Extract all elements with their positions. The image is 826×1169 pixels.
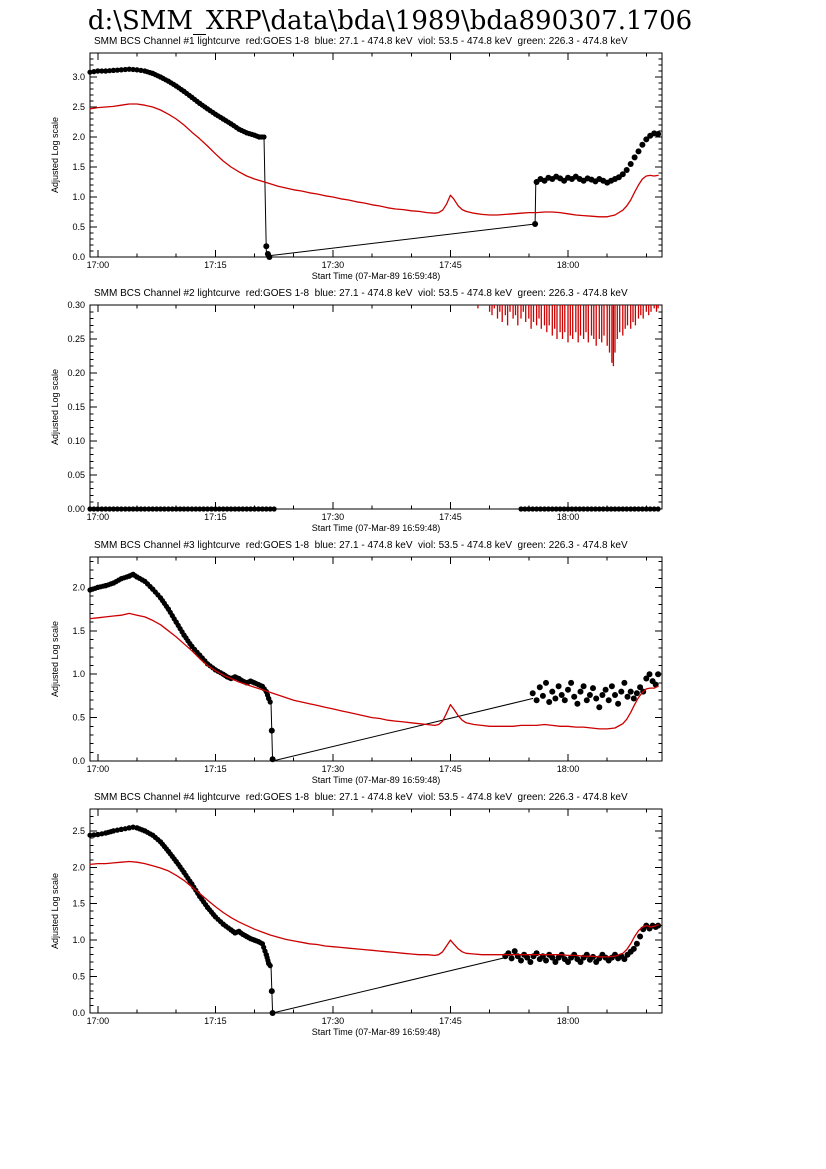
chart-title: SMM BCS Channel #3 lightcurve red:GOES 1… [94, 540, 628, 551]
svg-text:Adjusted Log scale: Adjusted Log scale [50, 117, 60, 193]
svg-text:18:00: 18:00 [557, 764, 580, 774]
svg-text:18:00: 18:00 [557, 1016, 580, 1026]
chart-canvas: 17:00 17:15 17:30 17:45 18:00 0.0 0.5 1.0 1.5 2.0… [0, 804, 826, 1044]
svg-text:Start Time (07-Mar-89 16:59:48: Start Time (07-Mar-89 16:59:48) [312, 523, 441, 533]
svg-text:Adjusted Log scale: Adjusted Log scale [50, 873, 60, 949]
svg-text:17:15: 17:15 [204, 512, 227, 522]
series-goes-noise-spikes [477, 305, 659, 367]
plot-frame [89, 808, 663, 1014]
lightcurve-svg: 17:00 17:15 17:30 17:45 18:00 0.0 0.5 1.0 1.5 2.0… [50, 52, 663, 281]
svg-text:1.5: 1.5 [72, 162, 85, 172]
svg-text:2.5: 2.5 [72, 102, 85, 112]
svg-text:2.5: 2.5 [72, 826, 85, 836]
svg-text:2.0: 2.0 [72, 862, 85, 872]
chart-block-channel-3: SMM BCS Channel #3 lightcurve red:GOES 1… [0, 540, 826, 792]
series-goes-1-8 [89, 612, 659, 730]
svg-text:18:00: 18:00 [557, 260, 580, 270]
lightcurve-svg: 17:00 17:15 17:30 17:45 18:00 0.00 0.05 0.10 0.1… [50, 300, 663, 533]
lightcurve-svg: 17:00 17:15 17:30 17:45 18:00 0.0 0.5 1.0 1.5 2.0… [50, 556, 663, 785]
svg-text:Adjusted Log scale: Adjusted Log scale [50, 621, 60, 697]
svg-text:17:45: 17:45 [439, 512, 462, 522]
svg-text:0.10: 0.10 [67, 436, 85, 446]
svg-text:0.0: 0.0 [72, 252, 85, 262]
series-bcs-lightcurve-late [529, 671, 662, 711]
svg-text:1.5: 1.5 [72, 626, 85, 636]
svg-text:17:30: 17:30 [322, 764, 345, 774]
svg-text:0.5: 0.5 [72, 222, 85, 232]
svg-text:0.20: 0.20 [67, 368, 85, 378]
chart-title: SMM BCS Channel #1 lightcurve red:GOES 1… [94, 36, 628, 47]
svg-text:0.5: 0.5 [72, 713, 85, 723]
svg-text:17:15: 17:15 [204, 1016, 227, 1026]
svg-text:0.0: 0.0 [72, 756, 85, 766]
svg-text:Start Time (07-Mar-89 16:59:48: Start Time (07-Mar-89 16:59:48) [312, 775, 441, 785]
plot-frame [89, 556, 663, 762]
svg-text:0.0: 0.0 [72, 1008, 85, 1018]
plot-frame [89, 52, 663, 258]
series-goes-1-8 [89, 103, 659, 218]
svg-text:0.30: 0.30 [67, 300, 85, 310]
svg-text:17:30: 17:30 [322, 512, 345, 522]
svg-text:17:45: 17:45 [439, 764, 462, 774]
svg-text:17:00: 17:00 [87, 1016, 110, 1026]
svg-text:Start Time (07-Mar-89 16:59:48: Start Time (07-Mar-89 16:59:48) [312, 271, 441, 281]
svg-text:17:45: 17:45 [439, 260, 462, 270]
svg-text:0.25: 0.25 [67, 334, 85, 344]
svg-text:1.0: 1.0 [72, 192, 85, 202]
axis-ticks [90, 808, 662, 1014]
svg-text:1.5: 1.5 [72, 899, 85, 909]
svg-text:17:00: 17:00 [87, 260, 110, 270]
series-bcs-flat-post [518, 506, 661, 512]
series-bcs-flat-pre [87, 506, 277, 512]
svg-text:18:00: 18:00 [557, 512, 580, 522]
plot-frame [89, 304, 663, 510]
series-bcs-lightcurve-late [502, 922, 662, 965]
page-title: d:\SMM_XRP\data\bda\1989\bda890307.1706 [87, 6, 693, 36]
series-drop-bottom-dots [268, 988, 276, 1016]
lightcurve-svg: 17:00 17:15 17:30 17:45 18:00 0.0 0.5 1.0 1.5 2.0… [50, 808, 663, 1037]
svg-text:2.0: 2.0 [72, 582, 85, 592]
svg-text:17:00: 17:00 [87, 512, 110, 522]
svg-text:17:30: 17:30 [322, 260, 345, 270]
svg-text:0.15: 0.15 [67, 402, 85, 412]
svg-text:1.0: 1.0 [72, 669, 85, 679]
chart-title: SMM BCS Channel #2 lightcurve red:GOES 1… [94, 288, 628, 299]
svg-text:17:30: 17:30 [322, 1016, 345, 1026]
svg-text:2.0: 2.0 [72, 132, 85, 142]
svg-text:1.0: 1.0 [72, 935, 85, 945]
series-drop-bottom-dots [268, 727, 276, 763]
chart-canvas: 17:00 17:15 17:30 17:45 18:00 0.0 0.5 1.0 1.5 2.0… [0, 48, 826, 288]
svg-text:17:00: 17:00 [87, 764, 110, 774]
svg-text:0.00: 0.00 [67, 504, 85, 514]
series-drop-bottom-dots [263, 221, 539, 260]
chart-canvas: 17:00 17:15 17:30 17:45 18:00 0.0 0.5 1.0 1.5 2.0… [0, 552, 826, 792]
chart-title: SMM BCS Channel #4 lightcurve red:GOES 1… [94, 792, 628, 803]
series-bcs-lightcurve-early [87, 824, 273, 969]
svg-text:17:15: 17:15 [204, 764, 227, 774]
series-bcs-lightcurve-early [87, 66, 267, 140]
svg-text:3.0: 3.0 [72, 72, 85, 82]
svg-text:Start Time (07-Mar-89 16:59:48: Start Time (07-Mar-89 16:59:48) [312, 1027, 441, 1037]
series-bcs-lightcurve-late [533, 130, 662, 186]
chart-block-channel-4: SMM BCS Channel #4 lightcurve red:GOES 1… [0, 792, 826, 1044]
chart-canvas: 17:00 17:15 17:30 17:45 18:00 0.00 0.05 0.10 0.1… [0, 300, 826, 540]
svg-text:17:45: 17:45 [439, 1016, 462, 1026]
svg-text:0.05: 0.05 [67, 470, 85, 480]
axis-ticks [90, 52, 662, 258]
chart-block-channel-1: SMM BCS Channel #1 lightcurve red:GOES 1… [0, 36, 826, 288]
chart-block-channel-2: SMM BCS Channel #2 lightcurve red:GOES 1… [0, 288, 826, 540]
svg-text:Adjusted Log scale: Adjusted Log scale [50, 369, 60, 445]
series-goes-1-8 [89, 860, 659, 958]
svg-text:17:15: 17:15 [204, 260, 227, 270]
svg-text:0.5: 0.5 [72, 972, 85, 982]
